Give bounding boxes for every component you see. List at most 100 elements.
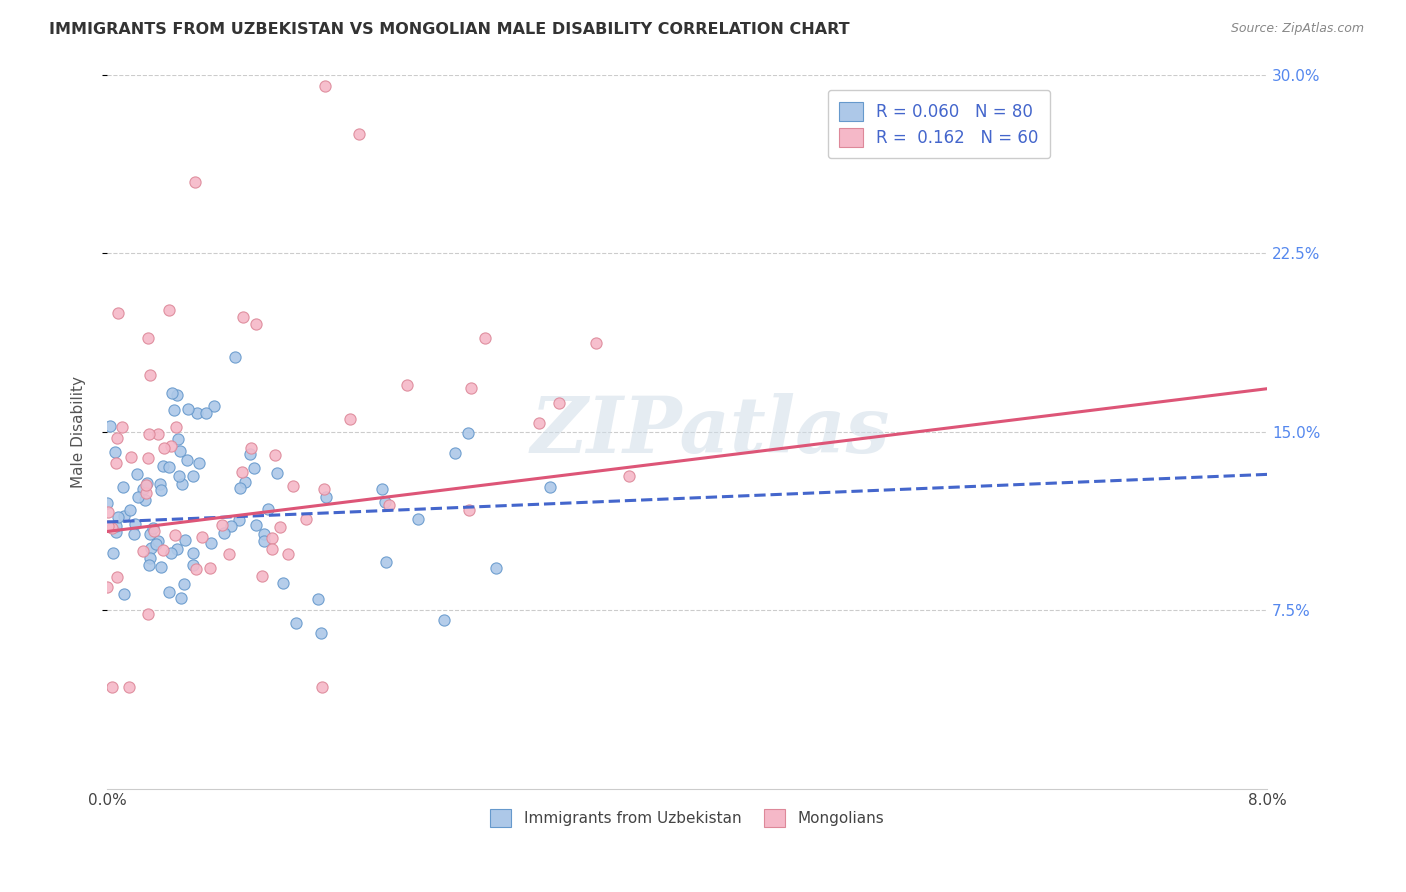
Point bbox=[122, 526, 145, 541]
Point bbox=[231, 465, 253, 479]
Point bbox=[229, 481, 252, 495]
Point bbox=[245, 517, 267, 532]
Point bbox=[444, 446, 467, 460]
Point bbox=[281, 478, 304, 492]
Point bbox=[149, 476, 172, 491]
Point bbox=[339, 411, 361, 425]
Point bbox=[177, 401, 200, 416]
Point bbox=[262, 542, 284, 557]
Point bbox=[257, 502, 280, 516]
Point bbox=[120, 502, 142, 516]
Point bbox=[233, 475, 256, 490]
Point bbox=[135, 486, 157, 500]
Point bbox=[538, 480, 561, 494]
Point bbox=[314, 79, 336, 94]
Point bbox=[221, 519, 243, 533]
Point bbox=[211, 518, 233, 533]
Point bbox=[269, 520, 291, 534]
Point bbox=[406, 512, 429, 526]
Point bbox=[271, 576, 294, 591]
Point bbox=[97, 505, 120, 519]
Point bbox=[143, 524, 166, 538]
Point bbox=[218, 547, 240, 561]
Point bbox=[166, 541, 188, 556]
Point bbox=[374, 555, 396, 569]
Point bbox=[176, 453, 198, 467]
Point bbox=[160, 439, 183, 453]
Point bbox=[157, 303, 180, 318]
Text: ZIPatlas: ZIPatlas bbox=[530, 393, 890, 470]
Point bbox=[232, 310, 254, 325]
Point bbox=[485, 561, 508, 575]
Point bbox=[315, 490, 337, 504]
Legend: Immigrants from Uzbekistan, Mongolians: Immigrants from Uzbekistan, Mongolians bbox=[482, 802, 891, 834]
Point bbox=[107, 509, 129, 524]
Point bbox=[152, 459, 174, 474]
Point bbox=[188, 456, 211, 470]
Point bbox=[239, 447, 262, 461]
Point bbox=[170, 591, 193, 605]
Point bbox=[148, 427, 170, 442]
Point bbox=[295, 512, 318, 526]
Point bbox=[169, 444, 191, 458]
Point bbox=[212, 526, 235, 541]
Point bbox=[371, 482, 394, 496]
Point bbox=[167, 469, 190, 483]
Point bbox=[433, 613, 456, 627]
Point bbox=[101, 521, 124, 535]
Point bbox=[100, 680, 122, 694]
Point bbox=[136, 331, 159, 345]
Point bbox=[262, 531, 284, 545]
Point bbox=[181, 558, 204, 572]
Point bbox=[184, 562, 207, 576]
Point bbox=[181, 546, 204, 560]
Point bbox=[135, 475, 157, 490]
Point bbox=[253, 527, 276, 541]
Point bbox=[104, 456, 127, 470]
Point bbox=[194, 406, 217, 420]
Point bbox=[160, 386, 183, 401]
Point bbox=[138, 426, 160, 441]
Point bbox=[349, 127, 371, 141]
Point bbox=[150, 560, 173, 574]
Point bbox=[117, 680, 139, 694]
Point bbox=[174, 533, 197, 548]
Point bbox=[167, 432, 190, 446]
Point bbox=[157, 460, 180, 475]
Point bbox=[112, 480, 135, 494]
Point bbox=[474, 331, 496, 345]
Point bbox=[200, 535, 222, 549]
Point bbox=[458, 503, 481, 517]
Text: IMMIGRANTS FROM UZBEKISTAN VS MONGOLIAN MALE DISABILITY CORRELATION CHART: IMMIGRANTS FROM UZBEKISTAN VS MONGOLIAN … bbox=[49, 22, 849, 37]
Point bbox=[378, 498, 401, 512]
Point bbox=[127, 467, 149, 482]
Point bbox=[277, 547, 299, 561]
Point bbox=[173, 576, 195, 591]
Point bbox=[307, 592, 329, 607]
Point bbox=[139, 541, 162, 556]
Point bbox=[96, 580, 118, 594]
Point bbox=[250, 569, 273, 583]
Point bbox=[163, 528, 186, 542]
Point bbox=[132, 544, 155, 558]
Point bbox=[97, 519, 120, 533]
Point bbox=[165, 420, 187, 434]
Point bbox=[264, 448, 287, 462]
Point bbox=[243, 461, 266, 475]
Point bbox=[228, 512, 250, 526]
Point bbox=[153, 441, 176, 455]
Point bbox=[107, 306, 129, 320]
Point bbox=[98, 418, 121, 433]
Point bbox=[139, 368, 162, 383]
Point bbox=[191, 530, 214, 544]
Point bbox=[136, 451, 159, 466]
Point bbox=[163, 402, 186, 417]
Point bbox=[166, 388, 188, 402]
Point bbox=[146, 533, 169, 548]
Point bbox=[527, 416, 550, 430]
Point bbox=[457, 426, 479, 441]
Point bbox=[136, 607, 159, 621]
Point bbox=[159, 546, 181, 560]
Point bbox=[112, 587, 135, 601]
Point bbox=[311, 681, 333, 695]
